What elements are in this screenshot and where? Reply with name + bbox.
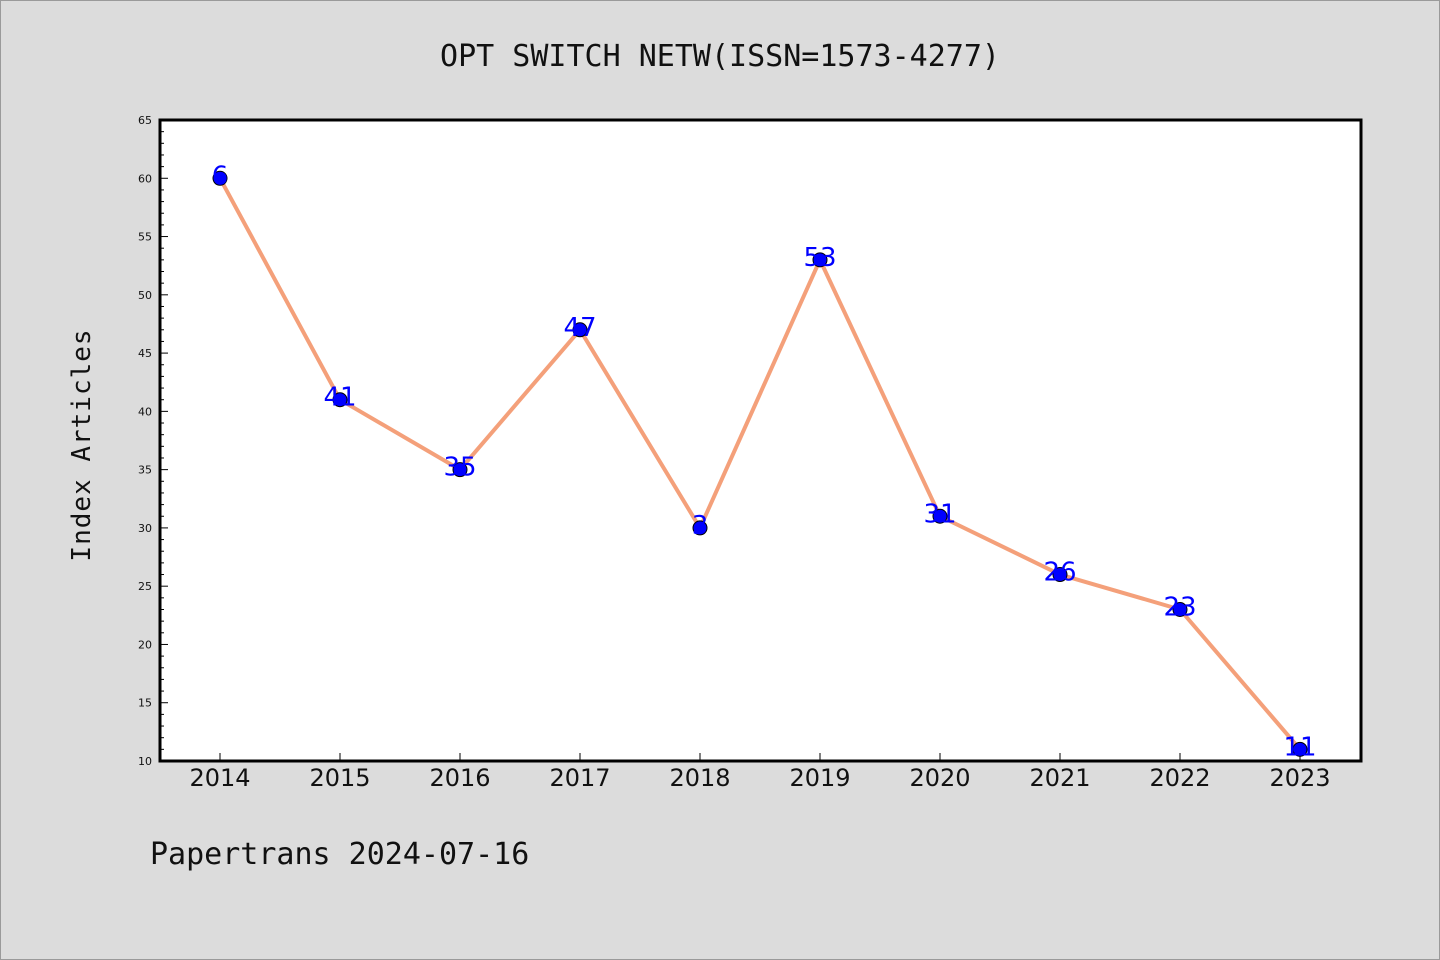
y-tick-label: 10 [138, 755, 152, 768]
plot-area [158, 118, 1363, 763]
data-point [1292, 741, 1308, 757]
data-label: 47 [563, 313, 596, 343]
x-tick-label: 2020 [909, 764, 970, 792]
x-tick-label: 2019 [789, 764, 850, 792]
y-tick-label: 55 [138, 231, 152, 244]
y-tick-label: 25 [138, 580, 152, 593]
y-tick-label: 20 [138, 638, 152, 651]
y-tick-label: 40 [138, 405, 152, 418]
data-points [212, 170, 1308, 757]
data-label: 6 [212, 161, 229, 191]
x-tick-label: 2022 [1149, 764, 1210, 792]
x-tick-label: 2015 [309, 764, 370, 792]
data-point [572, 322, 588, 338]
data-label: 26 [1043, 558, 1076, 588]
data-label: 11 [1283, 732, 1316, 762]
y-tick-label: 50 [138, 289, 152, 302]
y-axis-ticks: 10 15 20 25 30 35 40 45 50 55 60 65 [138, 114, 168, 768]
x-axis-ticks: 2014 2015 2016 2017 2018 2019 2020 2021 2022 2023 [189, 753, 1331, 792]
data-point [332, 392, 348, 408]
y-tick-label: 60 [138, 172, 152, 185]
data-label: 53 [803, 243, 836, 273]
x-tick-label: 2016 [429, 764, 490, 792]
y-tick-label: 65 [138, 114, 152, 127]
x-tick-label: 2021 [1029, 764, 1090, 792]
y-tick-label: 30 [138, 522, 152, 535]
data-point [932, 508, 948, 524]
x-tick-label: 2014 [189, 764, 250, 792]
y-tick-label: 35 [138, 464, 152, 477]
y-axis-label: Index Articles [67, 328, 97, 561]
series-line-group [218, 176, 1302, 752]
data-point [1052, 567, 1068, 583]
data-label: 23 [1163, 592, 1196, 622]
chart-title: OPT SWITCH NETW(ISSN=1573-4277) [440, 39, 1000, 74]
x-tick-label: 2017 [549, 764, 610, 792]
series-line [218, 176, 1302, 752]
y-tick-label: 45 [138, 347, 152, 360]
data-point [692, 520, 708, 536]
data-point [212, 170, 228, 186]
x-tick-label: 2018 [669, 764, 730, 792]
y-tick-label: 15 [138, 697, 152, 710]
data-labels: 6 41 35 47 3 53 31 26 23 11 [212, 161, 1317, 762]
data-point [812, 252, 828, 268]
data-label: 31 [923, 499, 956, 529]
data-label: 3 [692, 511, 709, 541]
data-point [452, 462, 468, 478]
x-tick-label: 2023 [1269, 764, 1330, 792]
data-label: 41 [323, 383, 356, 413]
data-point [1172, 601, 1188, 617]
footer-text: Papertrans 2024-07-16 [150, 837, 529, 872]
data-label: 35 [443, 453, 476, 483]
